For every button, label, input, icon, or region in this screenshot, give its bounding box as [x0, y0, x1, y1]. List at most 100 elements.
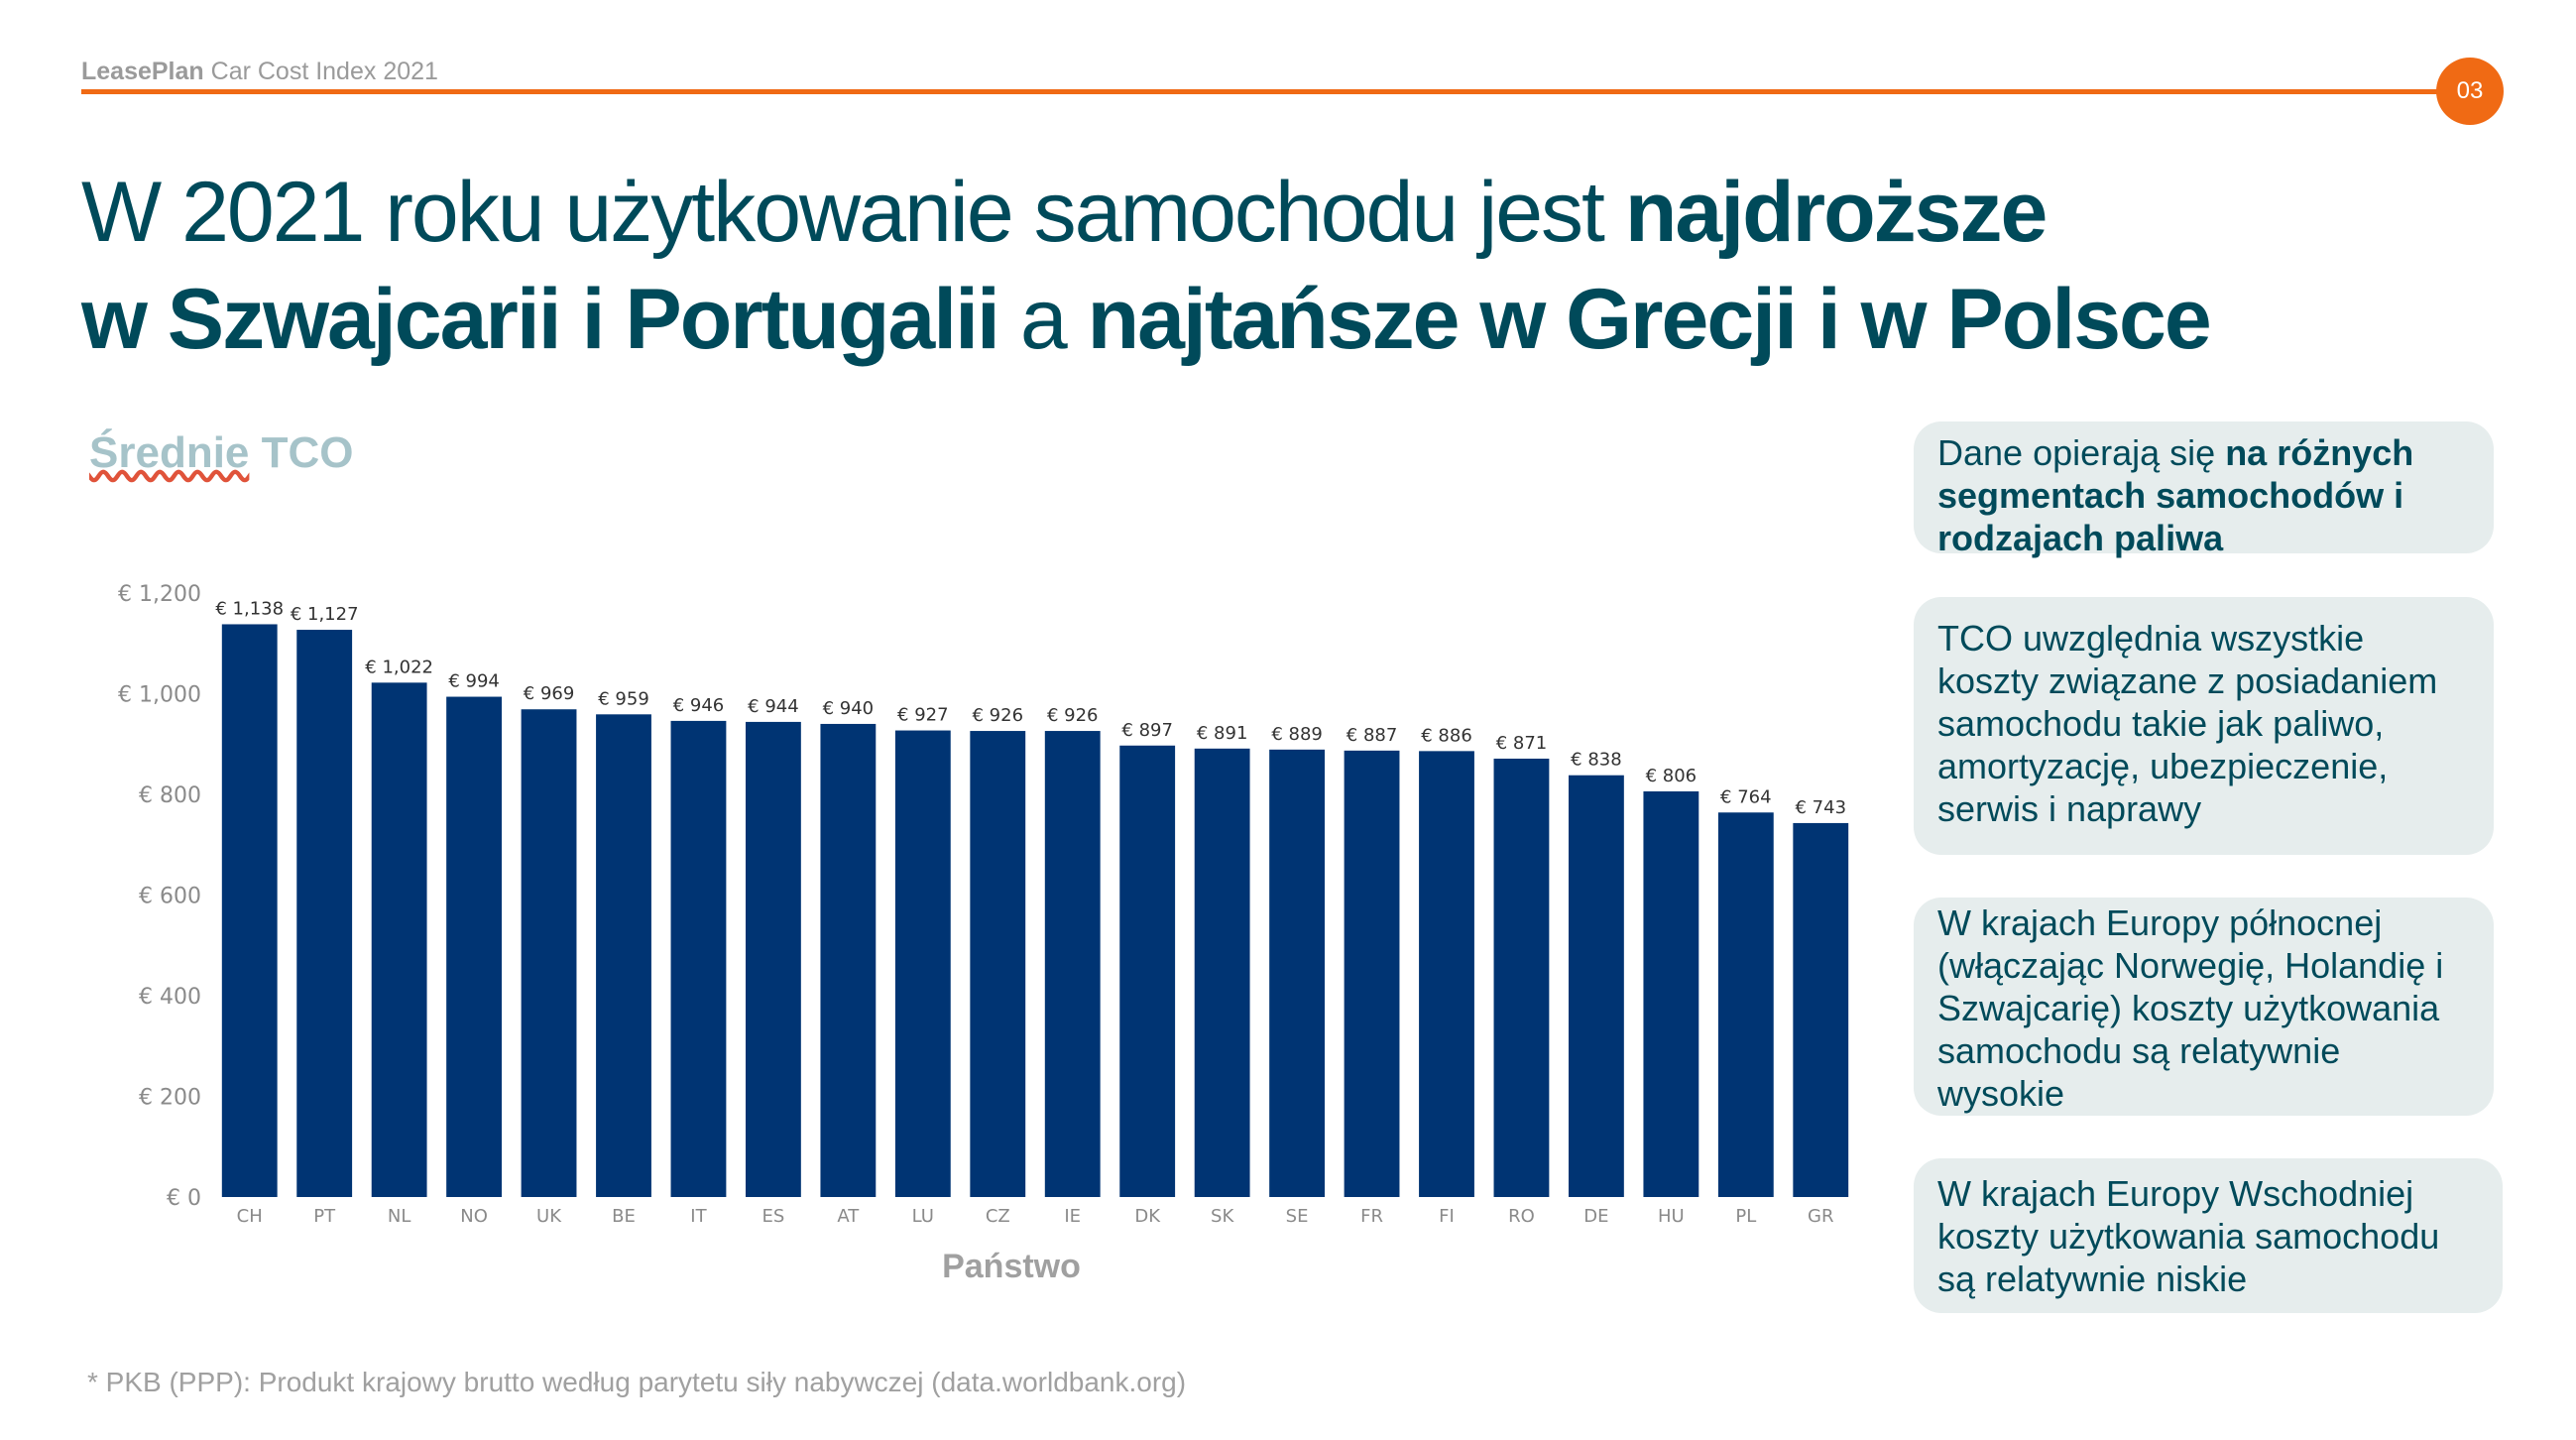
x-tick-label-ie: IE [1064, 1206, 1081, 1227]
y-tick-label: € 800 [139, 783, 201, 808]
bar-sk [1194, 748, 1250, 1197]
title-line2-bold1: w Szwajcarii i Portugalii [81, 272, 1000, 367]
data-label-uk: € 969 [524, 683, 575, 704]
bar-ie [1044, 731, 1101, 1197]
data-label-at: € 940 [823, 698, 875, 719]
bar-lu [894, 730, 951, 1197]
title-line-2: w Szwajcarii i Portugalii a najtańsze w … [81, 266, 2362, 373]
footnote: * PKB (PPP): Produkt krajowy brutto wedł… [87, 1367, 1187, 1397]
data-label-ro: € 871 [1496, 733, 1548, 754]
bar-it [670, 720, 727, 1197]
brand-name: LeasePlan [81, 58, 204, 85]
x-tick-label-fi: FI [1439, 1206, 1455, 1227]
title-line2-bold2: najtańsze w Grecji i w Polsce [1087, 272, 2212, 367]
data-label-sk: € 891 [1197, 723, 1248, 744]
x-axis: CH PT NL NO UK BE IT ES AT LU CZ IE DK SK SE FR FI RO DE HU… [237, 1206, 1834, 1227]
bar-se [1269, 749, 1326, 1197]
bar-ro [1493, 758, 1550, 1197]
x-tick-label-pl: PL [1735, 1206, 1756, 1227]
chart-heading: Średnie TCO [89, 428, 354, 478]
x-tick-label-fr: FR [1360, 1206, 1383, 1227]
title-line1-bold: najdroższe [1624, 165, 2048, 260]
data-label-ie: € 926 [1047, 705, 1099, 726]
y-tick-label: € 400 [139, 985, 201, 1010]
x-tick-label-dk: DK [1134, 1206, 1161, 1227]
bar-fr [1344, 750, 1400, 1197]
x-tick-label-ch: CH [237, 1206, 263, 1227]
data-label-fr: € 887 [1347, 725, 1398, 746]
info-box-2-text: TCO uwzględnia wszystkie koszty związane… [1937, 618, 2438, 829]
data-label-se: € 889 [1271, 724, 1323, 745]
header-brand: LeasePlan Car Cost Index 2021 [81, 58, 438, 86]
x-tick-label-sk: SK [1211, 1206, 1234, 1227]
x-tick-label-gr: GR [1808, 1206, 1833, 1227]
x-tick-label-be: BE [612, 1206, 636, 1227]
chart-heading-word2: TCO [249, 428, 354, 477]
x-axis-title: Państwo [942, 1248, 1081, 1285]
data-label-nl: € 1,022 [365, 657, 433, 677]
x-tick-label-lu: LU [912, 1206, 934, 1227]
bar-at [820, 723, 877, 1197]
info-box-eastern-europe: W krajach Europy Wschodniej koszty użytk… [1914, 1158, 2503, 1313]
x-tick-label-uk: UK [536, 1206, 562, 1227]
info-box-3-text: W krajach Europy północnej (włączając No… [1937, 902, 2444, 1114]
y-tick-label: € 0 [167, 1186, 201, 1211]
bar-uk [521, 709, 577, 1197]
x-tick-label-es: ES [762, 1206, 785, 1227]
data-labels: € 1,138 € 1,127 € 1,022 € 994 € 969 € 959 € 94… [215, 598, 1846, 817]
data-label-pt: € 1,127 [291, 604, 359, 625]
data-label-ch: € 1,138 [215, 598, 284, 619]
data-label-de: € 838 [1571, 750, 1622, 771]
page-number-badge: 03 [2436, 58, 2504, 125]
data-label-no: € 994 [448, 671, 500, 692]
title-line-1: W 2021 roku użytkowanie samochodu jest n… [81, 159, 2362, 266]
x-tick-label-nl: NL [388, 1206, 411, 1227]
bar-no [446, 696, 503, 1197]
bar-nl [371, 682, 427, 1197]
x-tick-label-hu: HU [1658, 1206, 1685, 1227]
header-divider [81, 89, 2461, 94]
bar-cz [970, 731, 1026, 1197]
x-tick-label-se: SE [1286, 1206, 1309, 1227]
title-line2-regular: a [997, 272, 1088, 367]
x-tick-label-de: DE [1583, 1206, 1608, 1227]
info-box-1-regular: Dane opierają się [1937, 432, 2226, 473]
y-tick-label: € 600 [139, 885, 201, 909]
x-tick-label-pt: PT [313, 1206, 336, 1227]
bars [221, 624, 1849, 1197]
info-box-4-text: W krajach Europy Wschodniej koszty użytk… [1937, 1173, 2440, 1299]
x-tick-label-ro: RO [1508, 1206, 1535, 1227]
y-tick-label: € 200 [139, 1086, 201, 1111]
info-box-1-bold: na różnych segmentach samochodów i rodza… [1937, 432, 2414, 558]
data-label-es: € 944 [748, 696, 799, 717]
x-tick-label-cz: CZ [986, 1206, 1010, 1227]
chart-heading-word1: Średnie [89, 428, 250, 477]
bar-es [745, 721, 801, 1197]
data-label-hu: € 806 [1646, 766, 1698, 786]
bar-chart: € 0 € 200 € 400 € 600 € 800 € 1,000 € 1,200 € … [118, 582, 1849, 1285]
bar-pt [296, 630, 353, 1197]
bar-pl [1717, 812, 1774, 1197]
bar-ch [221, 624, 278, 1197]
bar-de [1568, 775, 1624, 1197]
x-tick-label-it: IT [690, 1206, 707, 1227]
info-box-tco-definition: TCO uwzględnia wszystkie koszty związane… [1914, 597, 2494, 855]
slide-title: W 2021 roku użytkowanie samochodu jest n… [81, 159, 2362, 373]
bar-dk [1119, 745, 1176, 1197]
y-tick-label: € 1,200 [118, 582, 201, 607]
x-tick-label-no: NO [460, 1206, 488, 1227]
info-box-segments: Dane opierają się na różnych segmentach … [1914, 421, 2494, 558]
bar-hu [1643, 790, 1699, 1197]
data-label-pl: € 764 [1720, 786, 1772, 807]
x-tick-label-at: AT [837, 1206, 860, 1227]
bar-fi [1419, 751, 1474, 1197]
brand-subtitle: Car Cost Index 2021 [203, 58, 438, 85]
data-label-lu: € 927 [897, 705, 949, 726]
y-axis: € 0 € 200 € 400 € 600 € 800 € 1,000 € 1,200 [118, 582, 201, 1211]
data-label-gr: € 743 [1796, 797, 1847, 818]
y-tick-label: € 1,000 [118, 683, 201, 708]
title-line1-regular: W 2021 roku użytkowanie samochodu jest [81, 165, 1625, 260]
bar-be [596, 714, 651, 1197]
data-label-be: € 959 [598, 688, 649, 709]
data-label-it: € 946 [673, 695, 725, 716]
